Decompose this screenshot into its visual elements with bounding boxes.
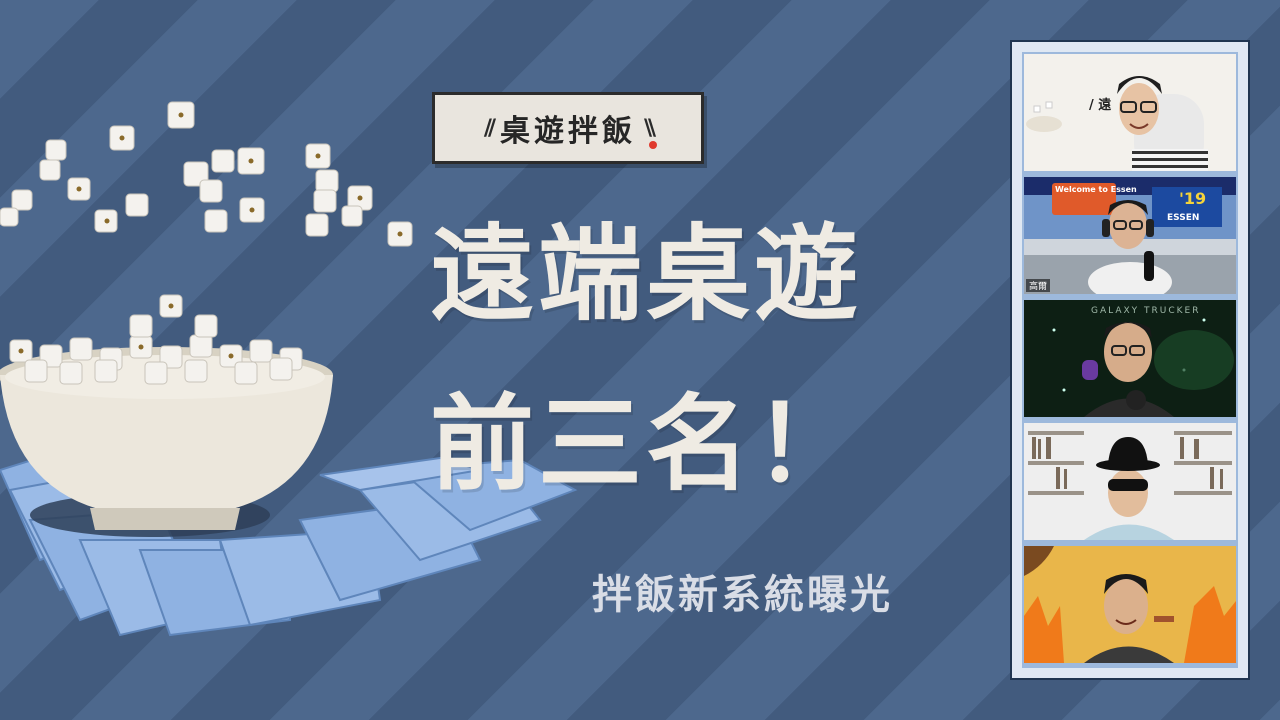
show-logo-badge: // 桌遊拌飯 \\ [432,92,704,164]
participant-video [1024,177,1236,294]
background-title-text: GALAXY TRUCKER [1091,306,1201,316]
participant-tile [1024,546,1236,663]
participant-tile: Welcome to Essen '19 ESSEN 高爾 [1024,177,1236,294]
logo-slash-right: \\ [644,115,656,141]
participant-video [1024,546,1236,663]
participant-video [1024,54,1236,171]
participant-tile: / 遠 [1024,54,1236,171]
video-call-panel: / 遠 Welcome to Essen '19 E [1010,40,1250,680]
dice-bowl-illustration [0,101,578,637]
sign-text: Welcome to Essen [1055,185,1137,194]
headline-line-1: 遠端桌遊 [430,213,863,335]
participant-name: 高爾 [1026,279,1051,292]
dice-pile [9,294,303,385]
participant-tile [1024,423,1236,540]
headline-line-2: 前三名！ [430,383,863,505]
participant-tile: GALAXY TRUCKER [1024,300,1236,417]
logo-red-dot [649,141,657,149]
dice-pips [18,112,403,359]
slide-text: / 遠 [1089,98,1112,113]
video-grid: / 遠 Welcome to Essen '19 E [1022,52,1238,668]
logo-text: 桌遊拌飯 [500,114,636,149]
participant-video [1024,300,1236,417]
subtitle: 拌飯新系統曝光 [592,572,893,618]
year-text: '19 [1179,189,1207,208]
logo-slash-left: // [483,115,496,141]
flying-dice [0,101,413,247]
city-text: ESSEN [1167,213,1200,223]
participant-video [1024,423,1236,540]
